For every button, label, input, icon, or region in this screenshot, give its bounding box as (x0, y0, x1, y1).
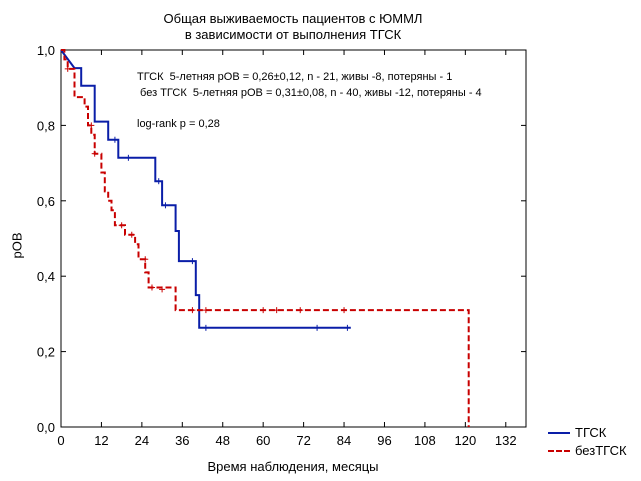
x-tick-label: 96 (377, 433, 391, 448)
x-tick-label: 48 (216, 433, 230, 448)
legend-label-tgsk: ТГСК (575, 425, 607, 440)
series-line-tgsk (60, 49, 351, 329)
censor-mark-bez-tgsk (88, 122, 95, 129)
censor-mark-bez-tgsk (297, 307, 304, 314)
censor-mark-tgsk (125, 154, 132, 161)
censor-mark-bez-tgsk (91, 150, 98, 157)
censor-mark-bez-tgsk (64, 65, 71, 72)
y-tick-label: 0,4 (37, 269, 55, 284)
legend-swatch-bez-tgsk (548, 450, 570, 452)
y-tick-label: 0,0 (37, 420, 55, 435)
censor-mark-tgsk (344, 324, 351, 331)
plot-frame (60, 49, 527, 428)
y-tick-label: 0,2 (37, 345, 55, 360)
x-tick-label: 84 (337, 433, 351, 448)
censor-mark-tgsk (162, 202, 169, 209)
legend-swatch-tgsk (548, 432, 570, 434)
x-tick-label: 120 (454, 433, 476, 448)
x-tick-label: 72 (296, 433, 310, 448)
censor-mark-bez-tgsk (142, 256, 149, 263)
chart-title: Общая выживаемость пациентов с ЮММЛ (163, 11, 423, 26)
chart-subtitle: в зависимости от выполнения ТГСК (184, 27, 402, 42)
x-tick-label: 60 (256, 433, 270, 448)
censor-mark-bez-tgsk (128, 231, 135, 238)
series-line-bez-tgsk (61, 49, 470, 427)
y-axis-label: pOB (9, 232, 25, 259)
censor-mark-bez-tgsk (189, 307, 196, 314)
censor-mark-tgsk (111, 136, 118, 143)
censor-mark-bez-tgsk (273, 307, 280, 314)
annotation-logrank: log-rank p = 0,28 (137, 118, 220, 130)
censor-mark-bez-tgsk (159, 286, 166, 293)
x-tick-label: 108 (414, 433, 436, 448)
annotation-tgsk: ТГСК 5-летняя pOB = 0,26±0,12, n - 21, ж… (137, 71, 453, 83)
censor-mark-bez-tgsk (341, 307, 348, 314)
x-tick-label: 36 (175, 433, 189, 448)
x-tick-label: 24 (135, 433, 149, 448)
x-axis-label: Время наблюдения, месяцы (207, 459, 379, 474)
y-tick-label: 0,6 (37, 194, 55, 209)
censor-mark-bez-tgsk (148, 284, 155, 291)
annotation-bez-tgsk: без ТГСК 5-летняя pOB = 0,31±0,08, n - 4… (137, 87, 482, 99)
censor-mark-bez-tgsk (118, 222, 125, 229)
y-tick-label: 1,0 (37, 43, 55, 58)
censor-mark-bez-tgsk (202, 307, 209, 314)
censor-mark-tgsk (189, 258, 196, 265)
censor-mark-tgsk (155, 178, 162, 185)
legend-label-bez-tgsk: безТГСК (575, 443, 627, 458)
y-tick-label: 0,8 (37, 118, 55, 133)
x-tick-label: 0 (57, 433, 64, 448)
censor-mark-tgsk (202, 324, 209, 331)
x-tick-label: 12 (94, 433, 108, 448)
censor-mark-bez-tgsk (260, 307, 267, 314)
x-tick-label: 132 (495, 433, 517, 448)
censor-mark-tgsk (314, 324, 321, 331)
